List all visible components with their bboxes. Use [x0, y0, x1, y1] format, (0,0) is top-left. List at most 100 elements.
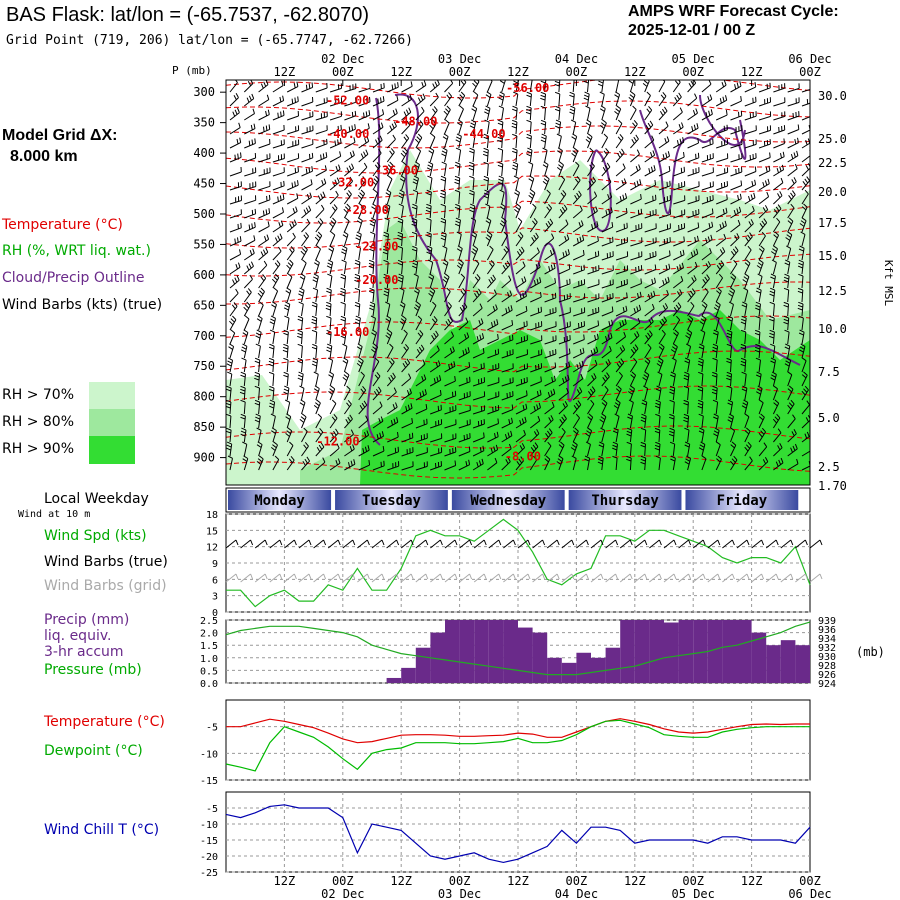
- wind-barb: [758, 178, 770, 191]
- wind-barb: [401, 329, 408, 345]
- wind-barb: [801, 163, 810, 177]
- wind-barb-grid: [269, 573, 283, 583]
- wind-barb: [243, 315, 250, 331]
- wind-barb: [772, 399, 780, 415]
- y-tick-label: 0.0: [200, 679, 218, 690]
- wind-barb: [243, 93, 255, 107]
- wind-barb: [558, 401, 568, 415]
- wind-barb: [370, 231, 376, 247]
- wind-barb: [458, 105, 464, 121]
- wind-barb-true: [663, 539, 677, 549]
- wind-barb: [641, 399, 648, 415]
- wind-barb: [399, 301, 406, 317]
- wind-barb: [413, 273, 419, 289]
- y-tick-label: -5: [206, 804, 218, 815]
- wind-barb-true: [590, 539, 604, 549]
- wind-barb: [657, 371, 663, 387]
- wind-barb: [658, 329, 666, 345]
- wind-barb: [744, 259, 751, 275]
- weekday-label: Thursday: [591, 493, 659, 509]
- y-tick-label: -5: [206, 723, 218, 734]
- wind-barb: [558, 293, 571, 303]
- wind-barb: [269, 329, 276, 345]
- temperature-contour-label: -36.00: [375, 163, 418, 177]
- wind-barb: [741, 385, 748, 401]
- wind-barb: [301, 441, 309, 457]
- wind-barb: [701, 94, 713, 107]
- wind-barb: [730, 193, 742, 205]
- temperature-contour: [226, 150, 810, 174]
- wind-barb: [570, 441, 578, 457]
- wind-barb: [529, 455, 538, 471]
- pressure-tick-label: 650: [193, 298, 215, 312]
- wind-barb-grid: [619, 573, 633, 583]
- wind-barb: [687, 261, 698, 275]
- precip-bar: [766, 645, 781, 683]
- wind-barb: [599, 105, 606, 121]
- wind-barb: [383, 259, 389, 275]
- wind-barb: [501, 334, 514, 345]
- wind-barb: [744, 441, 752, 457]
- wind-barb: [701, 247, 712, 261]
- wind-barb: [798, 273, 804, 289]
- wind-barb: [372, 431, 384, 443]
- wind-barb: [615, 265, 628, 275]
- wind-barb: [387, 432, 399, 443]
- wind-barb: [501, 320, 514, 331]
- hour-tick-label: 00Z: [566, 874, 588, 888]
- wind-barb: [773, 111, 786, 121]
- wind-barb: [243, 301, 251, 317]
- wind-barb: [329, 231, 336, 247]
- weekday-label: Friday: [717, 493, 768, 509]
- date-tick-label: 05 Dec: [672, 52, 715, 66]
- wind-barb: [715, 220, 727, 233]
- wind-barb: [744, 245, 752, 261]
- y-tick-label: 1.0: [200, 654, 218, 665]
- wind-barb-grid: [415, 573, 429, 583]
- wind-barb-grid: [225, 573, 239, 583]
- wind-barb: [698, 441, 706, 457]
- wind-barb: [801, 203, 808, 219]
- hour-tick-label: 00Z: [799, 65, 821, 79]
- wind-barb: [601, 207, 613, 219]
- wind-barb: [758, 457, 769, 471]
- wind-barb: [754, 343, 761, 359]
- wind-barb: [427, 259, 434, 275]
- wind-barb: [372, 401, 383, 415]
- wind-barb: [387, 82, 399, 93]
- wind-barb: [558, 374, 570, 387]
- wind-barb: [229, 302, 238, 317]
- wind-barb: [658, 166, 671, 177]
- wind-barb: [440, 189, 446, 205]
- wind-barb: [329, 443, 340, 457]
- wind-barb: [341, 259, 347, 275]
- wind-barb: [411, 245, 418, 261]
- wind-barb-true: [649, 539, 662, 549]
- kft-tick-label: 1.70: [818, 479, 847, 493]
- wind-barb: [397, 245, 403, 261]
- wind-barb: [685, 329, 693, 345]
- wind-barb: [687, 235, 699, 247]
- wind-barb: [687, 288, 696, 303]
- pressure-tick-label: 930: [818, 652, 836, 663]
- wind-barb-grid: [576, 573, 589, 583]
- wind-barb: [669, 385, 676, 401]
- wind-barb: [472, 288, 482, 303]
- precip-bar: [605, 647, 621, 683]
- wind-barb: [629, 371, 637, 387]
- wind-barb: [326, 315, 332, 331]
- wind-barb: [283, 357, 289, 373]
- wind-barb: [312, 273, 319, 289]
- wind-barb: [787, 203, 795, 219]
- wind-barb: [272, 220, 284, 233]
- weekday-label: Wednesday: [470, 493, 546, 509]
- wind-barb: [758, 427, 767, 443]
- wind-barb: [758, 82, 771, 93]
- wind-barb: [487, 334, 499, 345]
- wind-barb: [343, 385, 351, 401]
- wind-barb: [441, 161, 447, 177]
- wind-barb: [658, 263, 671, 275]
- wind-barb-grid: [473, 573, 487, 583]
- wind-barb: [401, 418, 413, 429]
- wind-barb: [411, 203, 418, 219]
